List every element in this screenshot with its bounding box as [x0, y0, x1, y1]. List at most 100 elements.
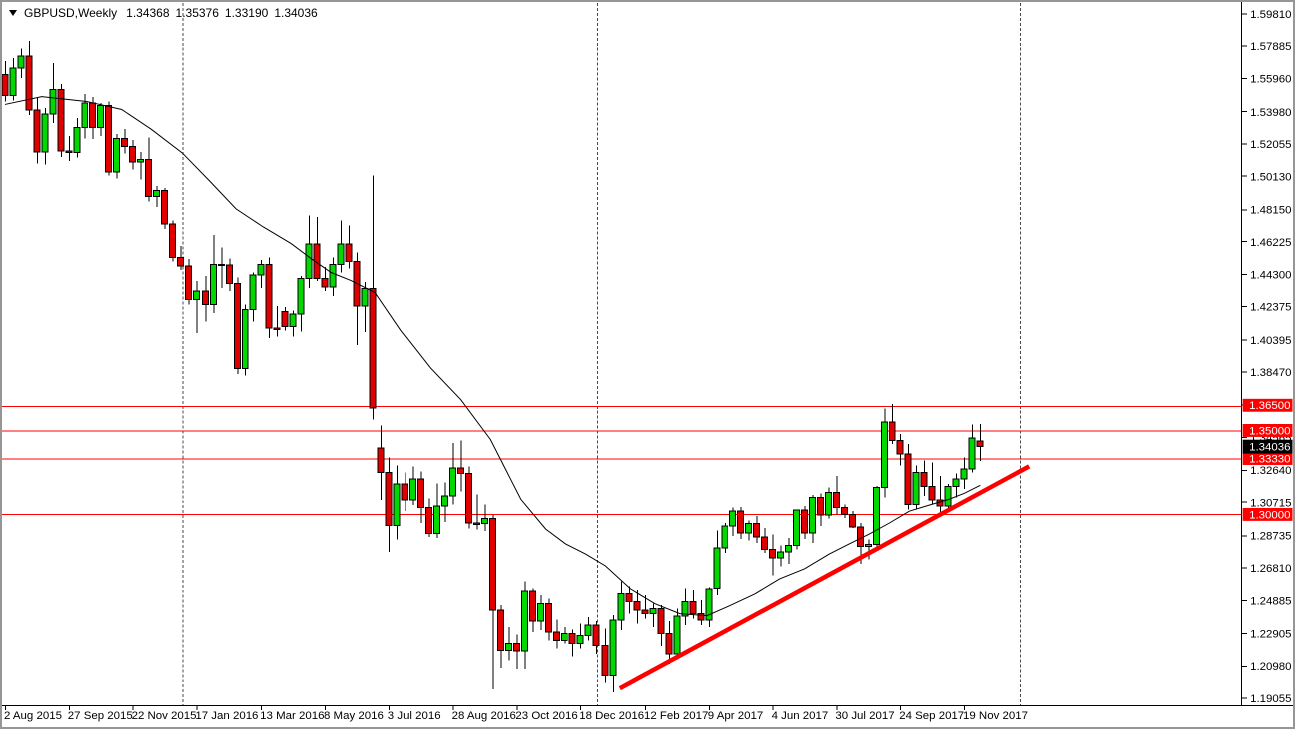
- candle-body-up: [952, 478, 960, 488]
- candle-body-up: [785, 544, 793, 553]
- candle-body-up: [872, 487, 880, 546]
- candles-layer: [2, 41, 984, 692]
- level-price-label: 1.36500: [1249, 400, 1290, 412]
- date-tick-label: 22 Nov 2015: [132, 710, 197, 722]
- candle-body-down: [121, 137, 129, 148]
- candle-body-up: [880, 421, 888, 489]
- candle-body-down: [2, 74, 9, 97]
- price-tick-label: 1.50130: [1250, 171, 1291, 183]
- candle-body-down: [601, 644, 609, 677]
- candle-body-down: [488, 518, 496, 611]
- level-price-label-bg: [1242, 507, 1293, 521]
- high-value: 1.35376: [175, 6, 219, 20]
- candle-body-up: [808, 497, 816, 534]
- level-price-label: 1.33330: [1249, 453, 1290, 465]
- date-tick-label: 4 Jun 2017: [772, 710, 829, 722]
- candle-body-down: [465, 472, 473, 524]
- candle-body-down: [592, 624, 600, 646]
- candle-body-down: [928, 486, 936, 501]
- candle-body-down: [457, 467, 465, 474]
- candle-body-up: [721, 525, 729, 549]
- candle-body-down: [816, 497, 824, 516]
- candle-body-up: [297, 278, 305, 315]
- candle-body-down: [856, 526, 864, 547]
- candle-body-up: [960, 468, 968, 480]
- low-value: 1.33190: [224, 6, 269, 20]
- candle-body-up: [824, 492, 832, 516]
- candle-body-down: [176, 257, 184, 267]
- candle-body-down: [401, 483, 409, 501]
- candle-body-down: [313, 243, 321, 280]
- candle-body-down: [848, 513, 856, 528]
- candle-body-down: [201, 290, 209, 306]
- candle-body-up: [673, 615, 681, 655]
- price-tick-label: 1.48150: [1250, 205, 1291, 217]
- price-tick-label: 1.28735: [1250, 531, 1291, 543]
- date-tick-label: 2 Aug 2015: [4, 710, 62, 722]
- candle-body-down: [473, 522, 481, 525]
- candle-body-up: [793, 509, 801, 546]
- candle-body-down: [377, 447, 385, 473]
- price-tick-label: 1.38470: [1250, 367, 1291, 379]
- candle-body-down: [976, 440, 984, 448]
- candle-body-down: [665, 633, 673, 655]
- price-tick-label: 1.53980: [1250, 107, 1291, 119]
- candle-body-up: [337, 243, 345, 265]
- candle-body-down: [33, 109, 41, 153]
- candle-body-down: [353, 261, 361, 307]
- chart-ohlc-overlay: GBPUSD,Weekly 1.34368 1.35376 1.33190 1.…: [9, 6, 324, 20]
- candle-body-up: [305, 243, 313, 280]
- candle-body-down: [904, 453, 912, 505]
- symbol-timeframe-label: GBPUSD,Weekly: [24, 6, 118, 20]
- date-tick-label: 12 Feb 2017: [644, 710, 708, 722]
- level-price-label: 1.35000: [1249, 425, 1290, 437]
- candle-body-up: [729, 510, 737, 527]
- candle-body-up: [944, 486, 952, 507]
- date-tick-label: 27 Sep 2015: [68, 710, 133, 722]
- candle-body-down: [345, 243, 353, 263]
- candle-body-down: [528, 590, 536, 622]
- candle-body-down: [273, 327, 281, 331]
- candle-body-down: [89, 102, 97, 128]
- candle-body-up: [560, 633, 568, 641]
- candle-body-down: [769, 549, 777, 559]
- candle-body-down: [25, 55, 33, 111]
- candle-body-up: [713, 547, 721, 589]
- candle-body-up: [361, 288, 369, 307]
- candle-body-up: [536, 602, 544, 622]
- candle-body-down: [217, 263, 225, 267]
- candle-body-up: [912, 471, 920, 505]
- price-tick-label: 1.40395: [1250, 335, 1291, 347]
- candle-body-down: [512, 643, 520, 652]
- price-tick-label: 1.34565: [1250, 433, 1291, 445]
- candle-body-up: [209, 263, 217, 306]
- date-tick-label: 30 Jul 2017: [835, 710, 894, 722]
- candle-body-down: [57, 89, 65, 152]
- open-value: 1.34368: [126, 6, 170, 20]
- ascending-trendline[interactable]: [618, 464, 1031, 691]
- candle-body-up: [777, 551, 785, 559]
- candle-body-up: [153, 189, 161, 197]
- price-tick-label: 1.24885: [1250, 595, 1291, 607]
- candle-body-down: [265, 263, 273, 329]
- date-tick-label: 17 Jan 2016: [195, 710, 258, 722]
- candle-body-up: [433, 505, 441, 535]
- candle-body-up: [681, 601, 689, 617]
- candle-body-up: [97, 105, 105, 128]
- candle-body-down: [888, 421, 896, 442]
- candle-body-up: [504, 643, 512, 651]
- candle-body-down: [369, 288, 377, 409]
- candle-body-down: [184, 265, 192, 301]
- candle-body-up: [409, 478, 417, 501]
- candle-body-down: [161, 189, 168, 225]
- price-tick-label: 1.22905: [1250, 629, 1291, 641]
- candle-body-up: [192, 290, 200, 301]
- candle-body-down: [385, 471, 393, 526]
- candle-body-up: [864, 544, 872, 547]
- price-tick-label: 1.55960: [1250, 74, 1291, 86]
- candle-body-down: [657, 607, 665, 635]
- candle-body-up: [257, 263, 265, 276]
